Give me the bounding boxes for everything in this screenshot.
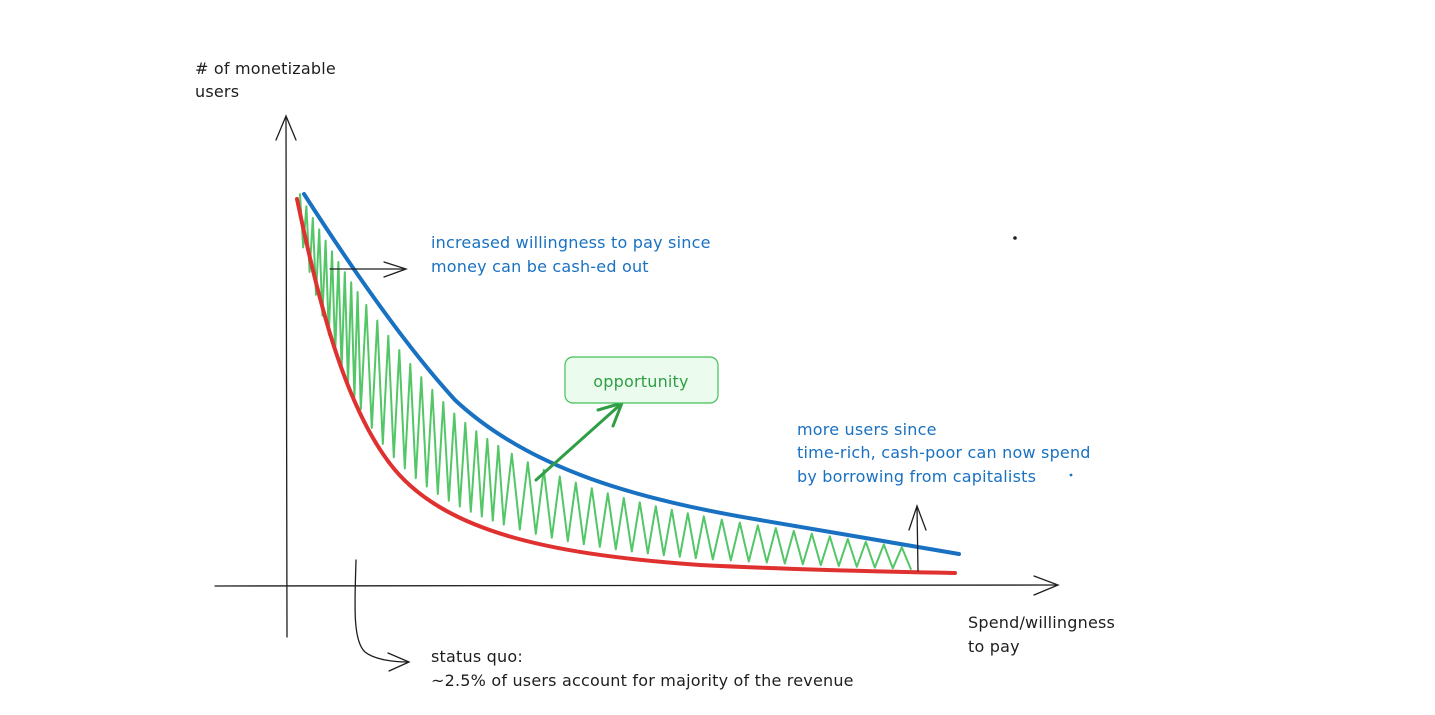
svg-text:# of monetizable: # of monetizable <box>195 59 336 78</box>
svg-text:by borrowing from capitalists: by borrowing from capitalists <box>797 467 1036 486</box>
y-axis <box>275 114 297 638</box>
opportunity-arrow-icon <box>534 401 624 482</box>
opportunity-label: opportunity <box>593 372 688 391</box>
svg-text:users: users <box>195 82 239 101</box>
svg-text:Spend/willingness: Spend/willingness <box>968 613 1115 632</box>
curved-arrow-icon <box>354 559 411 672</box>
new-curve <box>302 192 961 556</box>
svg-text:status quo:: status quo: <box>431 647 523 666</box>
arrow-up-icon <box>908 504 927 572</box>
status-quo-annotation: status quo: ~2.5% of users account for m… <box>431 647 854 690</box>
svg-text:time-rich, cash-poor can now s: time-rich, cash-poor can now spend <box>797 443 1091 462</box>
opportunity-hatch-fill <box>299 193 912 570</box>
svg-text:money can be cash-ed out: money can be cash-ed out <box>431 257 649 276</box>
stray-dot <box>1013 236 1017 240</box>
x-axis-label: Spend/willingness to pay <box>968 613 1115 656</box>
svg-text:~2.5% of users account for maj: ~2.5% of users account for majority of t… <box>431 671 854 690</box>
status-quo-curve <box>295 197 957 575</box>
svg-text:more users since: more users since <box>797 420 937 439</box>
stray-dot-blue <box>1069 473 1073 477</box>
arrow-right-icon <box>329 261 409 278</box>
y-axis-label: # of monetizable users <box>195 59 336 101</box>
opportunity-callout: opportunity <box>564 356 719 404</box>
more-users-annotation: more users since time-rich, cash-poor ca… <box>797 420 1091 486</box>
svg-text:increased willingness to pay s: increased willingness to pay since <box>431 233 711 252</box>
x-axis <box>214 575 1060 596</box>
svg-text:to pay: to pay <box>968 637 1020 656</box>
willingness-annotation: increased willingness to pay since money… <box>431 233 711 276</box>
